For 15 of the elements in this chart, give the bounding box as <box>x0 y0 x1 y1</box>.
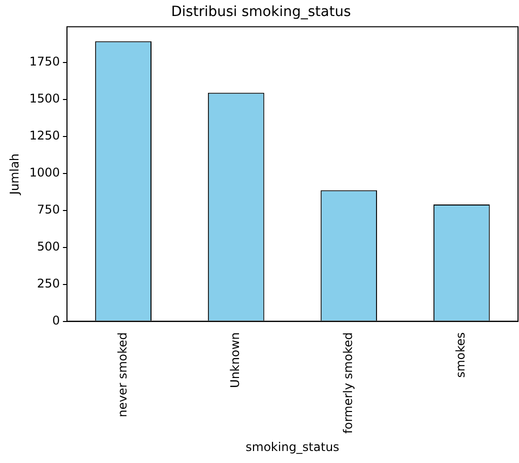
y-tick-label: 750 <box>37 202 60 216</box>
x-tick-label: smokes <box>454 332 468 378</box>
y-tick-label: 1250 <box>29 128 60 142</box>
chart-title: Distribusi smoking_status <box>171 4 351 20</box>
y-tick-label: 1500 <box>29 91 60 106</box>
y-tick-label: 1750 <box>29 54 60 68</box>
y-tick-label: 1000 <box>29 165 60 180</box>
x-tick-label: never smoked <box>115 332 130 418</box>
x-axis-title: smoking_status <box>246 440 340 454</box>
y-tick-label: 500 <box>37 239 60 254</box>
x-tick-label: formerly smoked <box>340 332 355 434</box>
y-axis-title: Jumlah <box>7 153 22 196</box>
y-tick-label: 250 <box>37 276 60 290</box>
x-tick-label: Unknown <box>228 332 242 388</box>
y-tick-label: 0 <box>52 313 60 328</box>
